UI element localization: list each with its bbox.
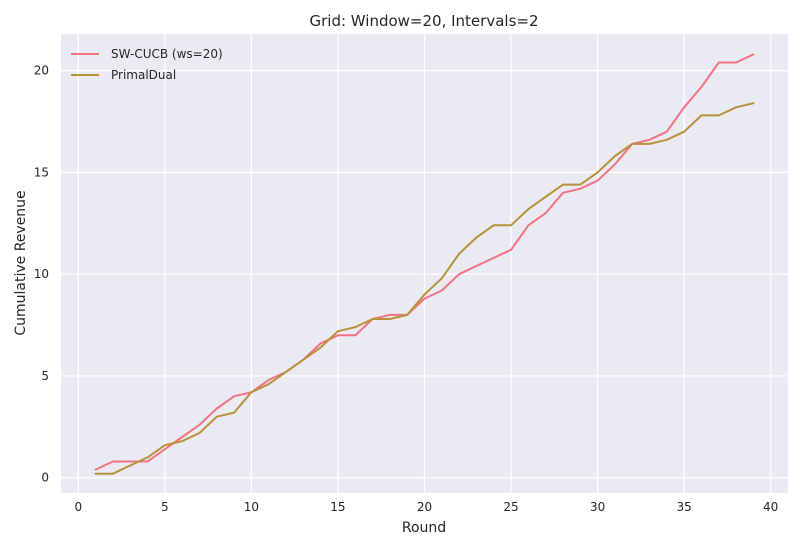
- x-tick-labels: 0 5 10 15 20 25 30 35 40: [74, 500, 778, 514]
- series-line-0: [94, 53, 755, 471]
- x-tick-label: 20: [417, 500, 432, 514]
- legend-label-sw-cucb: SW-CUCB (ws=20): [111, 47, 223, 61]
- x-tick-label: 40: [763, 500, 778, 514]
- series-layer: [94, 53, 755, 475]
- y-tick-label: 20: [34, 64, 49, 78]
- chart-title: Grid: Window=20, Intervals=2: [309, 12, 538, 30]
- y-tick-label: 10: [34, 267, 49, 281]
- x-tick-label: 5: [161, 500, 169, 514]
- series-line-1: [94, 102, 755, 475]
- x-tick-label: 15: [330, 500, 345, 514]
- x-tick-label: 30: [590, 500, 605, 514]
- x-tick-label: 10: [244, 500, 259, 514]
- y-tick-label: 5: [41, 369, 49, 383]
- legend: SW-CUCB (ws=20) PrimalDual: [71, 47, 223, 82]
- y-gridlines: [61, 70, 788, 479]
- x-tick-label: 0: [74, 500, 82, 514]
- y-tick-label: 0: [41, 471, 49, 485]
- x-tick-label: 35: [677, 500, 692, 514]
- y-axis-title: Cumulative Revenue: [13, 190, 29, 335]
- x-tick-label: 25: [503, 500, 518, 514]
- y-tick-labels: 0 5 10 15 20: [34, 64, 49, 485]
- y-tick-label: 15: [34, 165, 49, 179]
- x-axis-title: Round: [402, 520, 446, 536]
- x-gridlines: [77, 34, 772, 493]
- legend-label-primaldual: PrimalDual: [111, 68, 176, 82]
